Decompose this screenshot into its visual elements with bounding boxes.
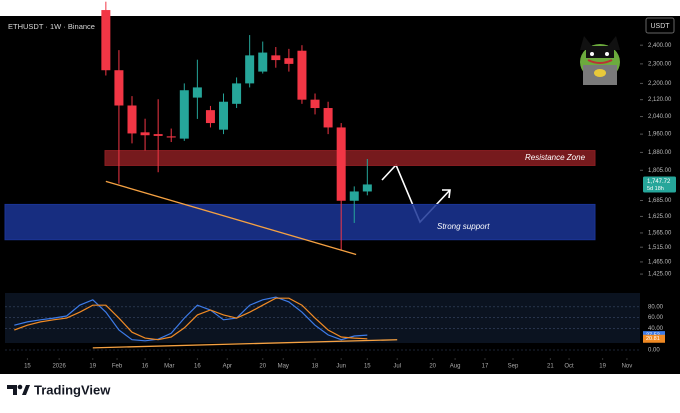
y-tick-label: 1,515.00 xyxy=(648,245,672,251)
y-tick-label: 1,805.00 xyxy=(648,168,672,174)
trendline xyxy=(105,180,357,256)
y-tick-label: 1,565.00 xyxy=(648,231,672,237)
x-tick-label: Oct xyxy=(564,364,574,370)
price-tag xyxy=(643,176,676,193)
y-tick-label: 1,960.00 xyxy=(648,132,672,138)
x-tick-label: 20 xyxy=(259,364,266,370)
price-tag-label: 1,747.72 xyxy=(647,179,671,185)
y-tick-label: 2,120.00 xyxy=(648,97,672,103)
zone-label: Resistance Zone xyxy=(525,153,586,162)
x-tick-label: Apr xyxy=(223,364,232,370)
brand-name: TradingView xyxy=(34,382,111,397)
x-tick-label: 19 xyxy=(599,364,606,370)
x-tick-label: 2026 xyxy=(52,364,66,370)
currency-box xyxy=(645,17,675,34)
osc-tag xyxy=(643,334,665,343)
candle-body xyxy=(153,134,163,136)
x-tick-label: 20 xyxy=(429,364,436,370)
y-tick-label: 1,880.00 xyxy=(648,150,672,156)
brand-logo xyxy=(7,384,30,395)
osc-line xyxy=(14,296,368,342)
candle-body xyxy=(219,101,229,130)
x-tick-label: 21 xyxy=(547,364,554,370)
y-tick-label: 1,425.00 xyxy=(648,272,672,278)
osc-tick-label: 0.00 xyxy=(648,348,660,354)
x-tick-label: 15 xyxy=(24,364,31,370)
y-tick-label: 1,625.00 xyxy=(648,214,672,220)
candle-body xyxy=(310,99,320,109)
x-tick-label: Feb xyxy=(112,364,123,370)
currency-label[interactable]: USDT xyxy=(650,23,670,30)
candle-body xyxy=(192,87,202,98)
x-tick-label: Jun xyxy=(336,364,346,370)
candle-body xyxy=(362,184,372,192)
candle-body xyxy=(101,10,111,71)
osc-tick-label: 80.00 xyxy=(648,304,664,310)
chart-title: ETHUSDT · 1W · Binance xyxy=(8,22,95,31)
y-tick-label: 1,685.00 xyxy=(648,198,672,204)
candle-body xyxy=(297,50,307,100)
x-tick-label: 16 xyxy=(194,364,201,370)
candle-body xyxy=(336,127,346,201)
osc-tick-label: 40.00 xyxy=(648,326,664,332)
osc-trendline xyxy=(92,339,398,349)
x-tick-label: Aug xyxy=(450,364,461,370)
candle-body xyxy=(284,58,294,64)
x-tick-label: 18 xyxy=(312,364,319,370)
x-tick-label: Mar xyxy=(164,364,174,370)
y-tick-label: 2,400.00 xyxy=(648,43,672,49)
candle-body xyxy=(114,70,124,106)
y-tick-label: 2,200.00 xyxy=(648,81,672,87)
price-tag-countdown: 5d 18h xyxy=(647,186,664,192)
candle-body xyxy=(127,105,137,134)
candle-body xyxy=(179,90,189,139)
x-tick-label: Jul xyxy=(393,364,401,370)
price-zone xyxy=(4,203,596,241)
candle-body xyxy=(205,110,215,124)
zone-label: Strong support xyxy=(437,222,490,231)
avatar-icon xyxy=(576,34,628,86)
candle-body xyxy=(323,108,333,128)
x-tick-label: Sep xyxy=(508,364,519,370)
candle-body xyxy=(245,55,255,84)
y-tick-label: 2,300.00 xyxy=(648,61,672,67)
osc-line xyxy=(14,297,368,341)
candle-body xyxy=(258,52,268,72)
price-zone xyxy=(104,150,596,166)
x-tick-label: 17 xyxy=(482,364,489,370)
candle-body xyxy=(232,83,242,104)
y-tick-label: 1,465.00 xyxy=(648,260,672,266)
osc-tag-label: 20.81 xyxy=(646,336,660,342)
osc-tick-label: 60.00 xyxy=(648,315,664,321)
x-tick-label: Nov xyxy=(622,364,633,370)
x-tick-label: 15 xyxy=(364,364,371,370)
candle-body xyxy=(140,132,150,136)
y-tick-label: 2,040.00 xyxy=(648,114,672,120)
oscillator-panel xyxy=(5,293,640,343)
x-tick-label: May xyxy=(278,364,289,370)
candle-body xyxy=(166,136,176,138)
x-tick-label: 19 xyxy=(89,364,96,370)
footer xyxy=(0,374,680,408)
candle-body xyxy=(271,55,281,61)
candle-body xyxy=(349,191,359,201)
x-tick-label: 16 xyxy=(142,364,149,370)
